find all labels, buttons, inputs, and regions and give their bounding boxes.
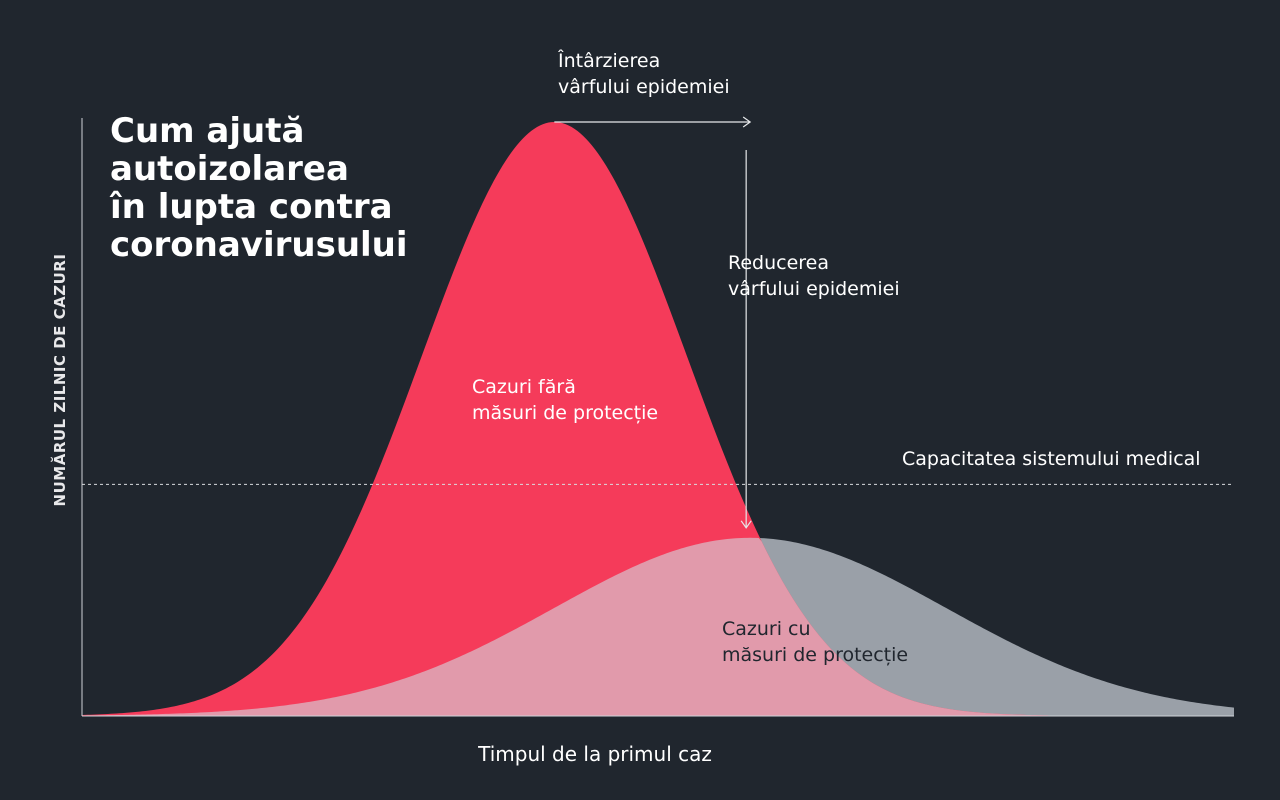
reduction-arrow-head bbox=[740, 520, 752, 529]
series-label-with-protection: Cazuri cu măsuri de protecție bbox=[722, 618, 909, 666]
delay-annotation: Întârzierea vârfului epidemiei bbox=[558, 50, 730, 98]
capacity-label: Capacitatea sistemului medical bbox=[902, 448, 1201, 470]
delay-arrow-head bbox=[742, 116, 752, 128]
chart-title: Cum ajută autoizolarea în lupta contra c… bbox=[110, 111, 408, 265]
reduction-annotation: Reducerea vârfului epidemiei bbox=[728, 252, 900, 300]
series-label-no-protection: Cazuri fără măsuri de protecție bbox=[472, 376, 659, 424]
x-axis-label: Timpul de la primul caz bbox=[478, 742, 712, 766]
series-area-no-protection bbox=[82, 122, 1234, 716]
y-axis-label: NUMĂRUL ZILNIC DE CAZURI bbox=[51, 253, 69, 507]
series-overlap-area bbox=[82, 537, 1234, 716]
